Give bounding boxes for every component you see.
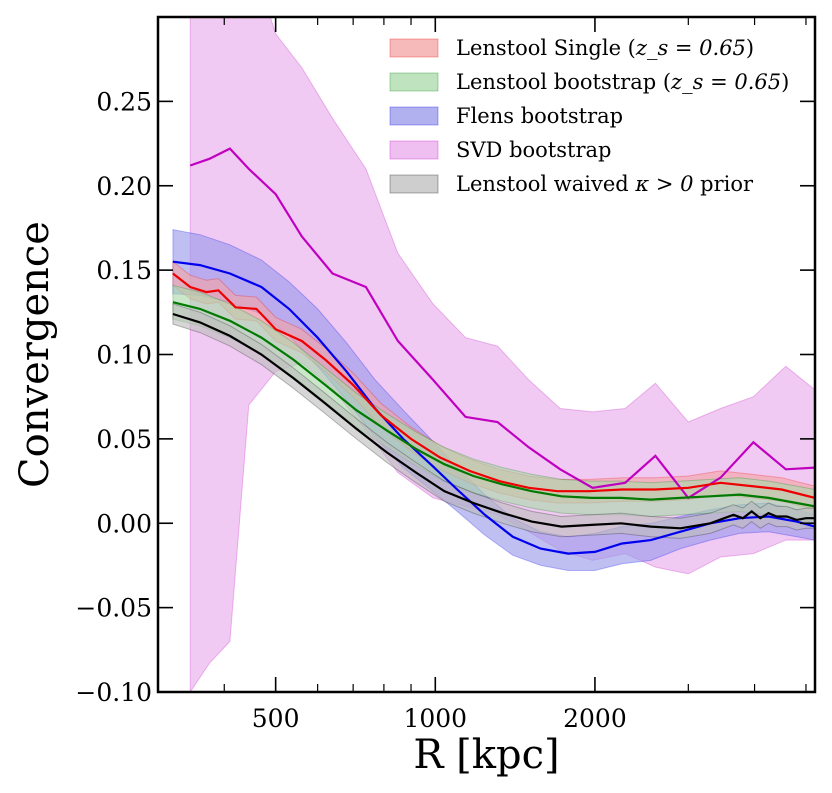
legend-swatch-0 <box>389 38 439 58</box>
series-3-line <box>172 301 815 508</box>
y-tick-label-2: 0.00 <box>96 509 152 538</box>
series-2-line <box>172 272 815 499</box>
legend-label-0: Lenstool Single (z_s = 0.65) <box>456 36 754 60</box>
x-tick-label-1: 1000 <box>403 704 467 733</box>
y-tick-label-7: 0.25 <box>96 87 152 116</box>
legend-label-2: Flens bootstrap <box>456 104 623 128</box>
x-tick-label-2: 2000 <box>563 704 627 733</box>
legend-swatch-3 <box>389 140 439 160</box>
legend: Lenstool Single (z_s = 0.65) Lenstool boo… <box>389 36 789 196</box>
y-tick-label-5: 0.15 <box>96 256 152 285</box>
y-tick-labels: −0.10 −0.05 0.00 0.05 0.10 0.15 0.20 0.25 <box>75 87 152 707</box>
series-0-line <box>189 147 815 500</box>
legend-swatch-1 <box>389 72 439 92</box>
legend-swatch-2 <box>389 106 439 126</box>
series-lines <box>172 147 815 555</box>
x-tick-labels: 500 1000 2000 <box>252 704 627 733</box>
y-tick-label-6: 0.20 <box>96 172 152 201</box>
series-4-band <box>172 303 815 539</box>
y-tick-label-1: −0.05 <box>75 594 152 623</box>
legend-label-1: Lenstool bootstrap (z_s = 0.65) <box>456 70 789 94</box>
x-tick-label-0: 500 <box>252 704 300 733</box>
legend-swatch-4 <box>389 174 439 194</box>
y-axis-label: Convergence <box>12 221 58 488</box>
legend-label-3: SVD bootstrap <box>456 138 611 162</box>
axis-ticks <box>158 17 815 693</box>
x-axis-label: R [kpc] <box>413 732 559 778</box>
y-tick-label-3: 0.05 <box>96 425 152 454</box>
y-tick-label-0: −0.10 <box>75 678 152 707</box>
y-tick-label-4: 0.10 <box>96 341 152 370</box>
legend-label-4: Lenstool waived κ > 0 prior <box>456 172 754 196</box>
series-4-line <box>172 312 815 530</box>
